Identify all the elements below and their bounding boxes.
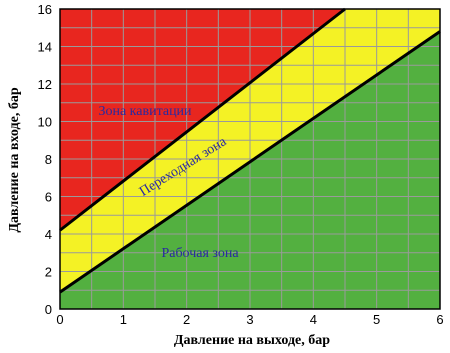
y-tick-label: 6 xyxy=(45,190,52,205)
x-tick-label: 5 xyxy=(373,312,380,327)
plot-area xyxy=(59,7,441,310)
y-tick-label: 8 xyxy=(45,152,52,167)
y-tick-label: 10 xyxy=(38,115,52,130)
x-tick-label: 0 xyxy=(56,312,63,327)
zone-label-working: Рабочая зона xyxy=(161,246,239,261)
y-tick-label: 4 xyxy=(45,227,52,242)
x-tick-label: 6 xyxy=(436,312,443,327)
x-tick-label: 4 xyxy=(310,312,317,327)
x-axis-title: Давление на выходе, бар xyxy=(174,333,330,348)
y-tick-label: 14 xyxy=(38,40,52,55)
boundary-line-cavitation xyxy=(59,7,346,232)
x-tick-label: 2 xyxy=(183,312,190,327)
x-tick-label: 3 xyxy=(246,312,253,327)
y-axis-title: Давление на входе, бар xyxy=(7,87,22,232)
y-tick-label: 16 xyxy=(38,2,52,17)
plot-frame xyxy=(59,8,441,310)
boundary-line-working xyxy=(59,30,441,294)
x-tick-label: 1 xyxy=(120,312,127,327)
y-tick-label: 12 xyxy=(38,77,52,92)
y-tick-label: 2 xyxy=(45,265,52,280)
zone-label-cavitation: Зона кавитации xyxy=(98,104,192,119)
y-tick-label: 0 xyxy=(45,302,52,317)
